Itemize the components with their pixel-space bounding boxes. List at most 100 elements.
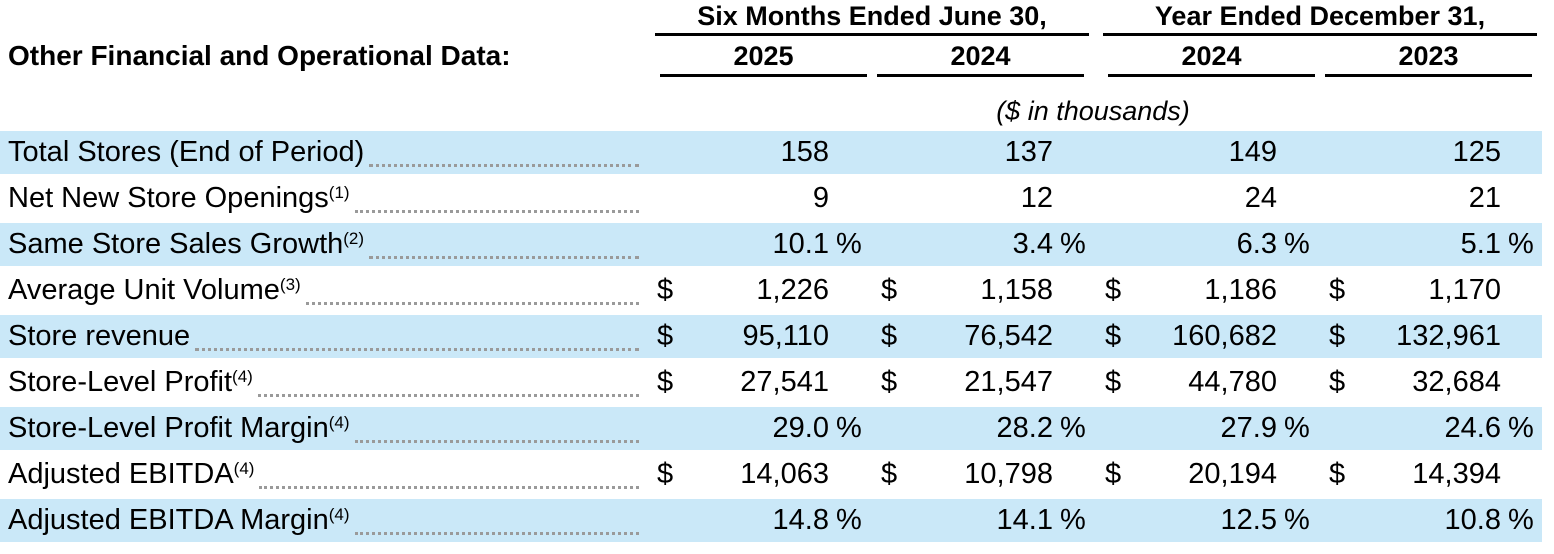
dollar-sign: $: [881, 366, 898, 398]
value: 95,110: [742, 320, 829, 352]
dollar-sign: [1093, 223, 1129, 266]
percent-sign: [1053, 453, 1093, 496]
column-group-year-ended: Year Ended December 31, 2024 2023: [1093, 0, 1541, 77]
value-cell: 158: [645, 131, 869, 174]
value: 21,547: [964, 366, 1053, 398]
percent-sign: %: [1284, 228, 1310, 260]
value-cell: $32,684: [1317, 361, 1541, 404]
value-cell: 10.1%: [645, 223, 869, 266]
row-label-cell: Total Stores (End of Period): [0, 131, 645, 174]
percent-sign: [1501, 453, 1541, 496]
value: 29.0: [772, 412, 829, 444]
row-label: Average Unit Volume(3): [8, 274, 301, 306]
value: 1,226: [756, 274, 829, 306]
table-header: Other Financial and Operational Data: Si…: [0, 0, 1554, 77]
footnote-marker: (3): [279, 275, 301, 294]
dollar-sign: [645, 499, 681, 542]
percent-sign: [829, 315, 869, 358]
dollar-sign: [869, 177, 905, 220]
value: 10,798: [964, 458, 1053, 490]
dollar-sign: $: [881, 458, 898, 490]
percent-sign: [829, 131, 869, 174]
dot-leaders: [369, 223, 639, 259]
year-header-2025: 2025: [660, 42, 867, 77]
value-cell: $1,186: [1093, 269, 1317, 312]
value-cell: $27,541: [645, 361, 869, 404]
dollar-sign: $: [1329, 274, 1346, 306]
value-cell: 24: [1093, 177, 1317, 220]
dollar-sign: [1093, 499, 1129, 542]
value: 27,541: [740, 366, 829, 398]
row-label: Store-Level Profit(4): [8, 366, 253, 398]
percent-sign: [1053, 131, 1093, 174]
dollar-sign: [869, 407, 905, 450]
row-label-cell: Adjusted EBITDA(4): [0, 453, 645, 496]
dollar-sign: [869, 223, 905, 266]
dot-leaders: [195, 315, 639, 351]
percent-sign: %: [1284, 504, 1310, 536]
footnote-marker: (4): [328, 505, 350, 524]
percent-sign: [829, 177, 869, 220]
table-row: Store revenue $95,110 $76,542 $160,682 $132…: [0, 315, 1542, 358]
year-headers: 2025 2024: [655, 36, 1089, 77]
dollar-sign: $: [657, 458, 674, 490]
dollar-sign: [869, 499, 905, 542]
percent-sign: %: [836, 412, 862, 444]
value-cell: $14,394: [1317, 453, 1541, 496]
value: 20,194: [1188, 458, 1277, 490]
dollar-sign: $: [657, 366, 674, 398]
value: 10.1: [772, 228, 829, 260]
value-cell: 21: [1317, 177, 1541, 220]
value: 12: [1020, 182, 1053, 214]
value-cell: $1,158: [869, 269, 1093, 312]
row-label: Total Stores (End of Period): [8, 136, 365, 168]
row-label: Net New Store Openings(1): [8, 182, 350, 214]
dollar-sign: $: [881, 320, 898, 352]
value-cell: 9: [645, 177, 869, 220]
row-label: Adjusted EBITDA Margin(4): [8, 504, 350, 536]
value-cell: 137: [869, 131, 1093, 174]
units-note: ($ in thousands): [996, 96, 1190, 126]
value-cell: $21,547: [869, 361, 1093, 404]
value-cell: 149: [1093, 131, 1317, 174]
percent-sign: [1277, 361, 1317, 404]
table-row: Net New Store Openings(1) 9 12 24 21: [0, 177, 1542, 220]
dollar-sign: [1093, 407, 1129, 450]
table-row: Same Store Sales Growth(2) 10.1% 3.4% 6.3%…: [0, 223, 1542, 266]
table-row: Store-Level Profit(4) $27,541 $21,547 $44,…: [0, 361, 1542, 404]
percent-sign: %: [1508, 504, 1534, 536]
dollar-sign: [1317, 131, 1353, 174]
dollar-sign: [1093, 177, 1129, 220]
table-body: Total Stores (End of Period) 158 137 149 12…: [0, 131, 1542, 542]
percent-sign: %: [1060, 504, 1086, 536]
value: 9: [812, 182, 829, 214]
table-title: Other Financial and Operational Data:: [8, 40, 511, 71]
table-row: Adjusted EBITDA Margin(4) 14.8% 14.1% 12.5…: [0, 499, 1542, 542]
value-cell: 12.5%: [1093, 499, 1317, 542]
value: 125: [1452, 136, 1501, 168]
row-label-cell: Net New Store Openings(1): [0, 177, 645, 220]
dollar-sign: [645, 223, 681, 266]
row-label-cell: Average Unit Volume(3): [0, 269, 645, 312]
percent-sign: %: [1508, 412, 1534, 444]
year-headers: 2024 2023: [1103, 36, 1537, 77]
dollar-sign: $: [1105, 458, 1122, 490]
dollar-sign: [645, 131, 681, 174]
value: 160,682: [1172, 320, 1277, 352]
percent-sign: [1277, 269, 1317, 312]
row-label-cell: Adjusted EBITDA Margin(4): [0, 499, 645, 542]
percent-sign: %: [1508, 228, 1534, 260]
dollar-sign: $: [1329, 366, 1346, 398]
dot-leaders: [354, 407, 639, 443]
value-cell: 14.8%: [645, 499, 869, 542]
dollar-sign: [645, 407, 681, 450]
percent-sign: %: [836, 228, 862, 260]
value: 137: [1004, 136, 1053, 168]
row-label: Store-Level Profit Margin(4): [8, 412, 350, 444]
value: 44,780: [1188, 366, 1277, 398]
table-row: Adjusted EBITDA(4) $14,063 $10,798 $20,194…: [0, 453, 1542, 496]
value: 14.1: [996, 504, 1053, 536]
row-label: Store revenue: [8, 320, 191, 352]
value: 1,158: [980, 274, 1053, 306]
